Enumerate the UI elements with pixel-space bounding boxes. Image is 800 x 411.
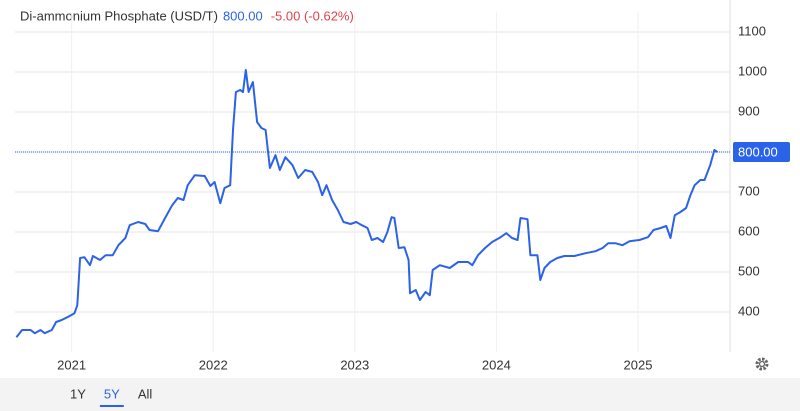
range-button[interactable]: All [138,386,153,401]
range-underline [99,405,124,407]
current-price: 800.00 [223,8,263,23]
price-change: -5.00 (-0.62%) [271,8,354,23]
x-tick-label: 2022 [199,357,228,372]
current-price-tag [733,142,790,162]
range-bar [0,378,800,411]
range-button[interactable]: 5Y [104,386,120,401]
settings-icon[interactable] [755,357,769,371]
current-price-label: 800.00 [738,144,778,159]
x-tick-label: 2021 [57,357,86,372]
y-tick-label: 900 [738,103,760,118]
y-tick-label: 1100 [738,23,766,38]
chart-title: Di-ammonium Phosphate (USD/T) [20,8,218,23]
y-tick-label: 500 [738,263,760,278]
y-tick-label: 1000 [738,63,767,78]
y-tick-label: 400 [738,303,760,318]
y-tick-label: 600 [738,223,760,238]
x-tick-label: 2025 [624,357,653,372]
y-tick-label: 700 [738,183,760,198]
price-line [15,69,718,338]
x-tick-label: 2023 [340,357,369,372]
range-button[interactable]: 1Y [70,386,86,401]
x-tick-label: 2024 [482,357,511,372]
